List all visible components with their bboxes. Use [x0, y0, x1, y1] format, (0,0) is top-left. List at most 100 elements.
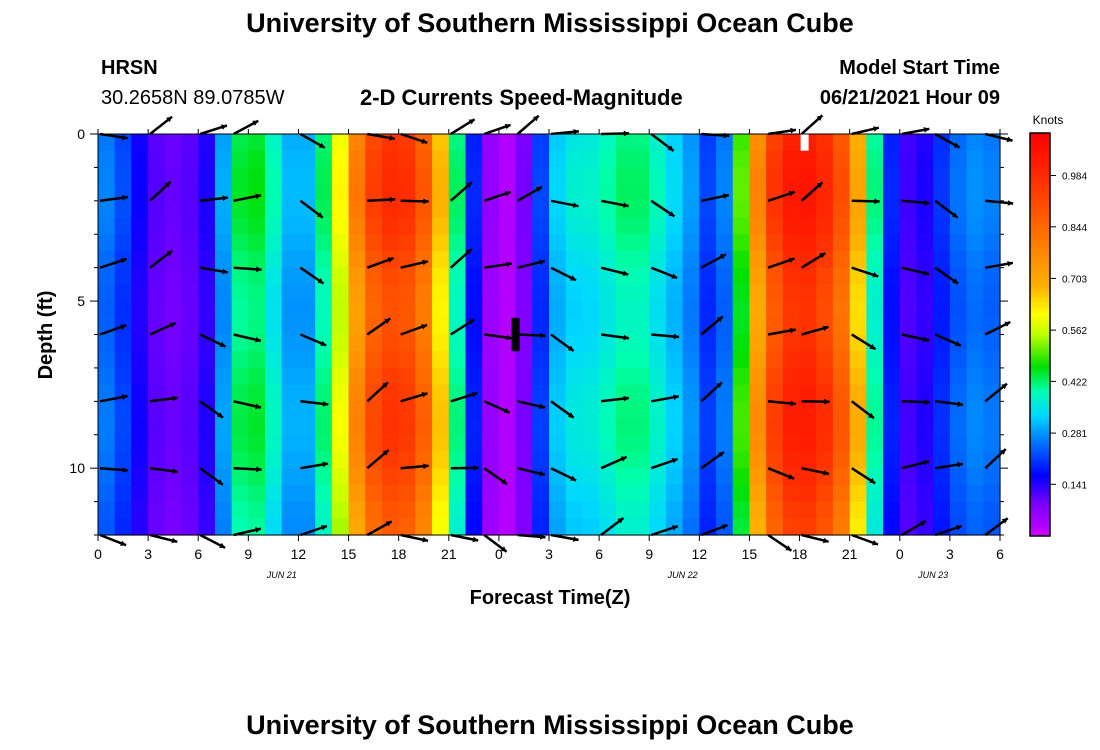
current-vector-head [957, 461, 963, 468]
heatmap-cell [849, 484, 867, 503]
heatmap-cell [131, 418, 149, 436]
heatmap-cell [148, 267, 166, 285]
heatmap-cell [281, 301, 300, 319]
current-vector-head [172, 395, 178, 402]
current-vector-head [668, 211, 675, 217]
heatmap-cell [899, 384, 918, 402]
heatmap-cell [716, 401, 734, 419]
heatmap-cell [114, 501, 132, 519]
heatmap-cell [549, 351, 567, 369]
heatmap-cell [649, 217, 667, 235]
heatmap-cell [883, 401, 901, 419]
chart-title: 2-D Currents Speed-Magnitude [360, 85, 683, 110]
heatmap-cell [699, 184, 717, 202]
heatmap-cell [699, 468, 717, 486]
heatmap-cell [448, 484, 467, 503]
heatmap-cell [298, 150, 316, 169]
heatmap-cell [549, 234, 567, 252]
heatmap-cell [766, 317, 784, 336]
heatmap-cell [365, 167, 383, 185]
heatmap-cell [832, 184, 851, 202]
heatmap-cell [732, 234, 751, 252]
heatmap-cell [883, 434, 901, 453]
heatmap-cell [732, 418, 751, 436]
heatmap-cell [866, 217, 884, 235]
heatmap-cell [615, 250, 634, 269]
heatmap-cell [749, 150, 767, 169]
heatmap-cell [164, 301, 183, 319]
heatmap-cell [883, 250, 901, 269]
heatmap-cell [916, 317, 934, 336]
heatmap-cell [983, 301, 1001, 319]
heatmap-cell [816, 167, 834, 185]
heatmap-cell [265, 267, 283, 285]
heatmap-cell [214, 250, 233, 269]
heatmap-cell [398, 167, 416, 185]
heatmap-cell [816, 184, 834, 202]
heatmap-cell [899, 234, 918, 252]
heatmap-cell [665, 334, 684, 352]
heatmap-cell [883, 317, 901, 336]
heatmap-cell [866, 518, 884, 536]
heatmap-cell [933, 384, 951, 402]
current-vector-head [423, 198, 429, 205]
heatmap-cell [949, 367, 968, 386]
heatmap-cell [749, 234, 767, 252]
colorbar-tick-label: 0.844 [1062, 223, 1087, 234]
heatmap-cell [832, 451, 851, 469]
heatmap-cell [365, 451, 383, 469]
colorbar-tick-label: 0.562 [1062, 326, 1087, 337]
heatmap-cell [732, 317, 751, 336]
heatmap-cell [315, 167, 333, 185]
heatmap-cell [265, 317, 283, 336]
heatmap-cell [732, 468, 751, 486]
heatmap-cell [782, 217, 801, 235]
heatmap-cell [331, 301, 350, 319]
heatmap-cell [114, 401, 132, 419]
heatmap-cell [482, 384, 500, 402]
x-tick-label: 6 [194, 546, 202, 562]
heatmap-cell [214, 234, 233, 252]
heatmap-cell [665, 351, 684, 369]
heatmap-cell [131, 367, 149, 386]
heatmap-cell [732, 200, 751, 219]
current-vector-head [320, 340, 327, 346]
heatmap-cell [482, 134, 500, 152]
heatmap-cell [465, 351, 483, 369]
heatmap-cell [214, 434, 233, 453]
heatmap-cell [231, 434, 249, 453]
heatmap-cell [899, 434, 918, 453]
heatmap-cell [148, 501, 166, 519]
heatmap-cell [532, 301, 550, 319]
heatmap-cell [933, 250, 951, 269]
heatmap-cell [799, 284, 817, 302]
heatmap-cell [615, 301, 634, 319]
current-vector-head [471, 391, 478, 398]
heatmap-cell [164, 267, 183, 285]
current-vector-head [503, 407, 510, 414]
heatmap-cell [432, 518, 450, 536]
current-vector-head [255, 527, 261, 533]
current-vector-head [1007, 261, 1013, 267]
heatmap-cell [231, 234, 249, 252]
heatmap-cell [682, 468, 700, 486]
heatmap-cell [649, 384, 667, 402]
heatmap-cell [732, 184, 751, 202]
heatmap-cell [749, 484, 767, 503]
heatmap-cell [899, 184, 918, 202]
current-vector-head [540, 332, 546, 339]
heatmap-cell [98, 384, 116, 402]
heatmap-cell [565, 418, 583, 436]
current-vector-head [671, 525, 678, 531]
current-vector-head [506, 261, 512, 268]
heatmap-cell [131, 484, 149, 503]
current-vector-head [255, 336, 261, 343]
heatmap-cell [799, 384, 817, 402]
heatmap-cell [949, 200, 968, 219]
heatmap-cell [131, 501, 149, 519]
current-vector-head [816, 115, 823, 121]
heatmap-cell [198, 317, 216, 336]
heatmap-cell [632, 267, 650, 285]
heatmap-cell [582, 234, 600, 252]
